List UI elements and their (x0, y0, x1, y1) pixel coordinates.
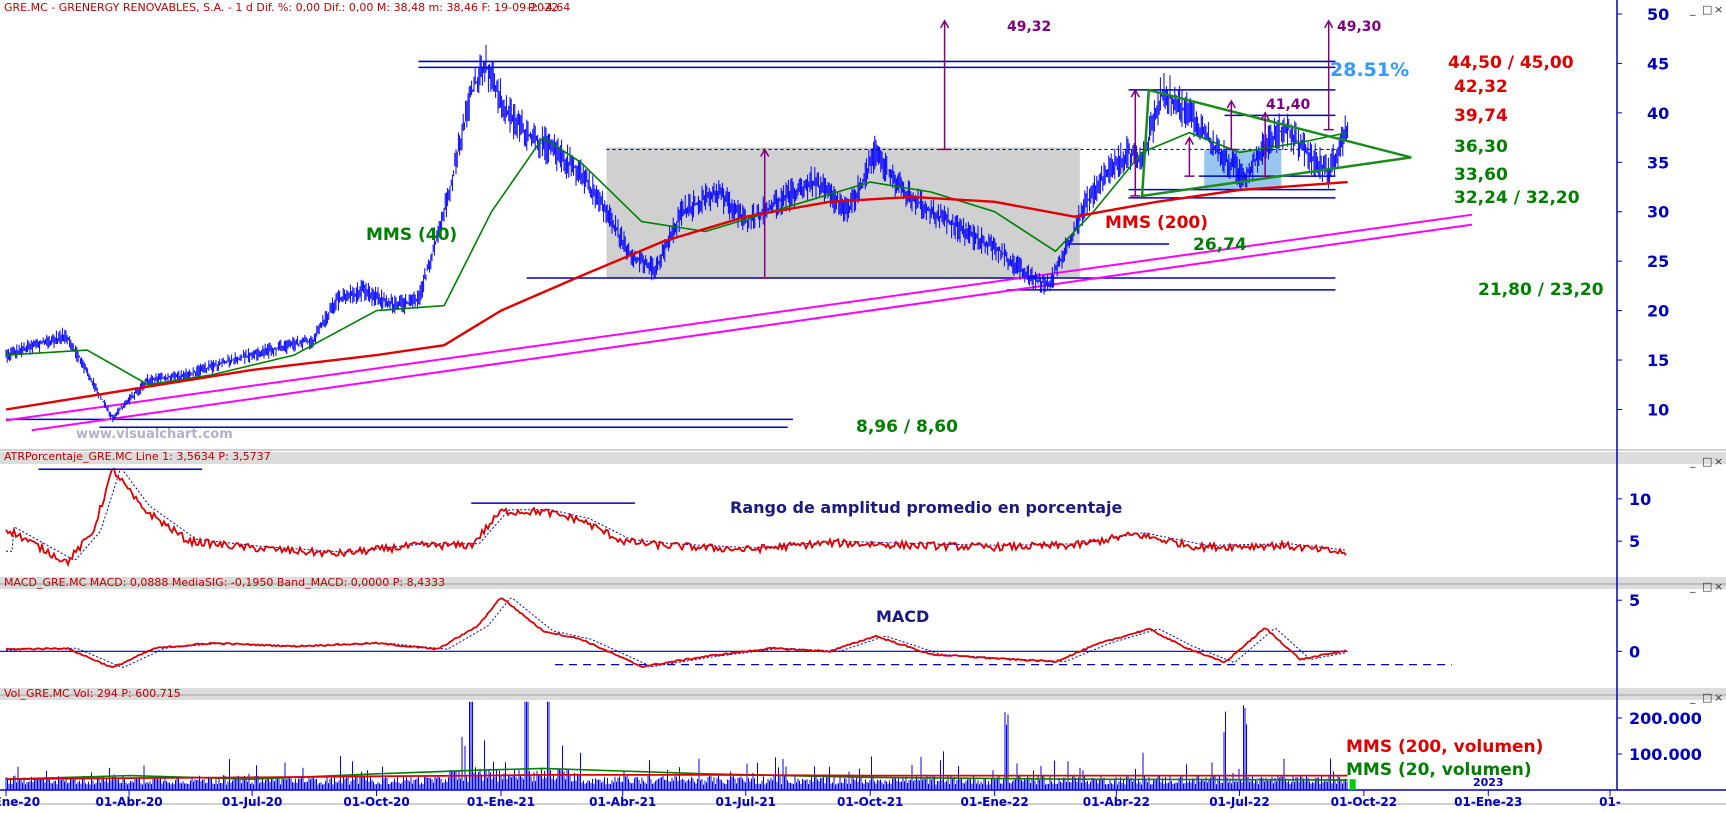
x-tick-label: 01-Jul-22 (1209, 795, 1269, 809)
window-control-close-icon[interactable]: × (1714, 3, 1723, 16)
atr-y-tick-label: 5 (1629, 532, 1640, 551)
price-y-tick-label: 25 (1647, 252, 1669, 271)
vol-title-bar (0, 688, 1726, 700)
target-label-49-30: 49,30 (1337, 19, 1382, 35)
macd-title-bar (0, 577, 1726, 589)
level-label-42-32: 42,32 (1454, 77, 1508, 97)
legend-mms-200: MMS (200) (1105, 213, 1208, 233)
x-tick-label: 01-Ene-22 (961, 795, 1029, 809)
level-label-39-74: 39,74 (1454, 106, 1508, 126)
atr-title: Rango de amplitud promedio en porcentaje (730, 498, 1123, 517)
main-layer (0, 19, 1452, 790)
volume-bars (5, 701, 1348, 790)
measure-arrow-49-32-head (939, 19, 950, 29)
price-y-tick-label: 10 (1647, 400, 1669, 419)
x-tick-label: 01-Oct-20 (343, 795, 409, 809)
percent-label: 28.51% (1330, 59, 1409, 81)
x-tick-label: 01-Oct-21 (837, 795, 903, 809)
atr-header: ATRPorcentaje_GRE.MC Line 1: 3,5634 P: 3… (4, 450, 271, 463)
trendline-lower (31, 223, 1473, 432)
measure-arrow-small2-head (1260, 111, 1270, 121)
price-y-tick-label: 50 (1647, 5, 1669, 24)
target-label-41-40: 41,40 (1266, 97, 1311, 113)
x-tick-label: 01-Ene-23 (1454, 795, 1522, 809)
window-control-close-icon[interactable]: × (1714, 691, 1723, 704)
macd-header: MACD_GRE.MC MACD: 0,0888 MediaSIG: -0,19… (4, 576, 445, 589)
window-control-minimize-icon[interactable]: _ (1689, 455, 1696, 468)
vol-ma200-line (5, 774, 1348, 781)
legend-mms-40: MMS (40) (366, 225, 457, 245)
price-header: GRE.MC - GRENERGY RENOVABLES, S.A. - 1 d… (4, 1, 558, 14)
x-tick-label: 01-Jul-21 (716, 795, 776, 809)
price-header-p: P: -4,64 (528, 1, 570, 14)
x-tick-label: 01-Ene-21 (467, 795, 535, 809)
window-control-maximize-icon[interactable]: □ (1702, 455, 1712, 468)
x-tick-label: 01-Oct-22 (1331, 795, 1397, 809)
level-label-8-96: 8,96 / 8,60 (856, 417, 958, 437)
level-label-32-24: 32,24 / 32,20 (1454, 188, 1580, 208)
vol-header: Vol_GRE.MC Vol: 294 P: 600.715 (4, 687, 181, 700)
window-control-maximize-icon[interactable]: □ (1702, 3, 1712, 16)
x-tick-label: 01-Ene-20 (0, 795, 40, 809)
window-control-maximize-icon[interactable]: □ (1702, 691, 1712, 704)
x-tick-label: 01-Abr-21 (589, 795, 656, 809)
legend-vol-ma200: MMS (200, volumen) (1346, 737, 1543, 757)
vol-y-tick-label: 100.000 (1629, 745, 1702, 764)
window-control-minimize-icon[interactable]: _ (1689, 691, 1696, 704)
atr-line (5, 467, 1347, 568)
atr-y-tick-label: 10 (1629, 490, 1651, 509)
x-tick-year: 2023 (1473, 776, 1504, 789)
level-label-26-74: 26,74 (1193, 235, 1247, 255)
level-label-21-80: 21,80 / 23,20 (1478, 280, 1604, 300)
target-label-49-32: 49,32 (1007, 19, 1051, 35)
price-y-tick-label: 20 (1647, 302, 1669, 321)
macd-y-tick-label: 5 (1629, 591, 1640, 610)
level-label-33-60: 33,60 (1454, 165, 1508, 185)
measure-arrow-41-40-head (1226, 99, 1236, 109)
mms-200-line (5, 180, 1348, 411)
price-y-tick-label: 45 (1647, 54, 1669, 73)
triangle-pattern (1140, 88, 1412, 198)
measure-arrow-triangle-head (1130, 88, 1140, 98)
macd-y-tick-label: 0 (1629, 642, 1640, 661)
window-control-close-icon[interactable]: × (1714, 455, 1723, 468)
x-tick-label: 01-Abr-22 (1083, 795, 1150, 809)
window-control-minimize-icon[interactable]: _ (1689, 580, 1696, 593)
price-y-tick-label: 40 (1647, 104, 1669, 123)
legend-vol-ma20: MMS (20, volumen) (1346, 760, 1532, 780)
price-y-tick-label: 30 (1647, 203, 1669, 222)
price-y-tick-label: 15 (1647, 351, 1669, 370)
level-label-36-30: 36,30 (1454, 137, 1508, 157)
macd-signal-line (6, 597, 1347, 668)
x-tick-label: 01- (1599, 795, 1621, 809)
macd-title: MACD (876, 607, 929, 626)
x-tick-label: 01-Jul-20 (222, 795, 282, 809)
last-volume-marker (1349, 779, 1356, 790)
window-control-minimize-icon[interactable]: _ (1689, 3, 1696, 16)
price-y-tick-label: 35 (1647, 153, 1669, 172)
watermark: www.visualchart.com (76, 427, 233, 442)
trendline-upper (5, 213, 1473, 422)
atr-title-bar (0, 452, 1726, 464)
window-control-maximize-icon[interactable]: □ (1702, 580, 1712, 593)
level-label-44-50: 44,50 / 45,00 (1448, 53, 1574, 73)
measure-arrow-small-head (1184, 136, 1195, 145)
macd-line (5, 597, 1347, 669)
vol-y-tick-label: 200.000 (1629, 709, 1702, 728)
measure-arrow-range-head (760, 147, 770, 157)
window-control-close-icon[interactable]: × (1714, 580, 1723, 593)
measure-arrow-49-30-head (1324, 19, 1334, 29)
x-tick-label: 01-Abr-20 (95, 795, 162, 809)
mms-40-line (5, 131, 1348, 386)
